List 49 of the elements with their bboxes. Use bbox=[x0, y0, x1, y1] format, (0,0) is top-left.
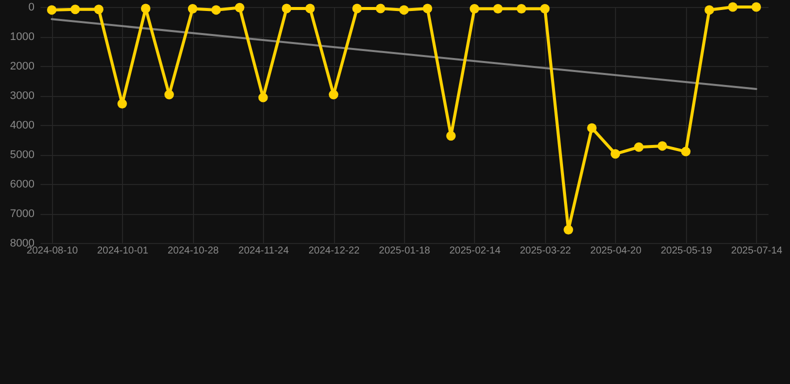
x-tick-label: 2025-02-14 bbox=[449, 246, 501, 256]
y-tick-label: 3000 bbox=[10, 90, 34, 102]
point bbox=[610, 149, 620, 159]
y-tick-label: 5000 bbox=[10, 149, 34, 161]
point bbox=[140, 4, 150, 14]
point bbox=[47, 5, 56, 15]
point bbox=[587, 123, 597, 133]
point bbox=[352, 4, 362, 14]
y-tick-label: 6000 bbox=[10, 178, 34, 190]
x-tick-label: 2024-10-28 bbox=[168, 246, 220, 256]
x-tick-label: 2025-05-19 bbox=[660, 246, 712, 256]
point bbox=[94, 4, 104, 14]
point bbox=[376, 4, 386, 14]
point bbox=[516, 4, 526, 14]
y-tick-label: 2000 bbox=[10, 60, 34, 72]
y-tick-label: 0 bbox=[28, 2, 34, 14]
point bbox=[470, 4, 480, 14]
x-tick-label: 2024-10-01 bbox=[97, 246, 149, 256]
point bbox=[399, 5, 409, 15]
point bbox=[564, 224, 574, 234]
point bbox=[493, 4, 503, 14]
point bbox=[728, 2, 738, 12]
point bbox=[752, 2, 761, 12]
point bbox=[634, 142, 644, 152]
point bbox=[70, 4, 80, 14]
point bbox=[704, 5, 714, 15]
point bbox=[540, 4, 550, 14]
point bbox=[305, 4, 315, 14]
y-tick-label: 4000 bbox=[10, 120, 34, 132]
x-tick-label: 2025-01-18 bbox=[378, 246, 431, 256]
x-tick-label: 2024-11-24 bbox=[238, 246, 290, 256]
point bbox=[117, 99, 127, 108]
x-tick-label: 2025-07-14 bbox=[731, 246, 783, 256]
point bbox=[446, 131, 456, 141]
x-tick-label: 2025-03-22 bbox=[520, 246, 572, 256]
point bbox=[164, 90, 174, 100]
y-tick-label: 7000 bbox=[10, 208, 34, 220]
x-tick-label: 2025-04-20 bbox=[590, 246, 642, 256]
point bbox=[258, 92, 268, 102]
point bbox=[211, 5, 221, 15]
point bbox=[328, 90, 338, 100]
point bbox=[234, 2, 244, 12]
point bbox=[658, 141, 668, 151]
point bbox=[681, 146, 691, 156]
x-tick-label: 2024-12-22 bbox=[308, 246, 360, 256]
point bbox=[188, 4, 198, 14]
point bbox=[422, 4, 432, 14]
y-tick-label: 1000 bbox=[10, 31, 34, 43]
point bbox=[282, 4, 292, 14]
